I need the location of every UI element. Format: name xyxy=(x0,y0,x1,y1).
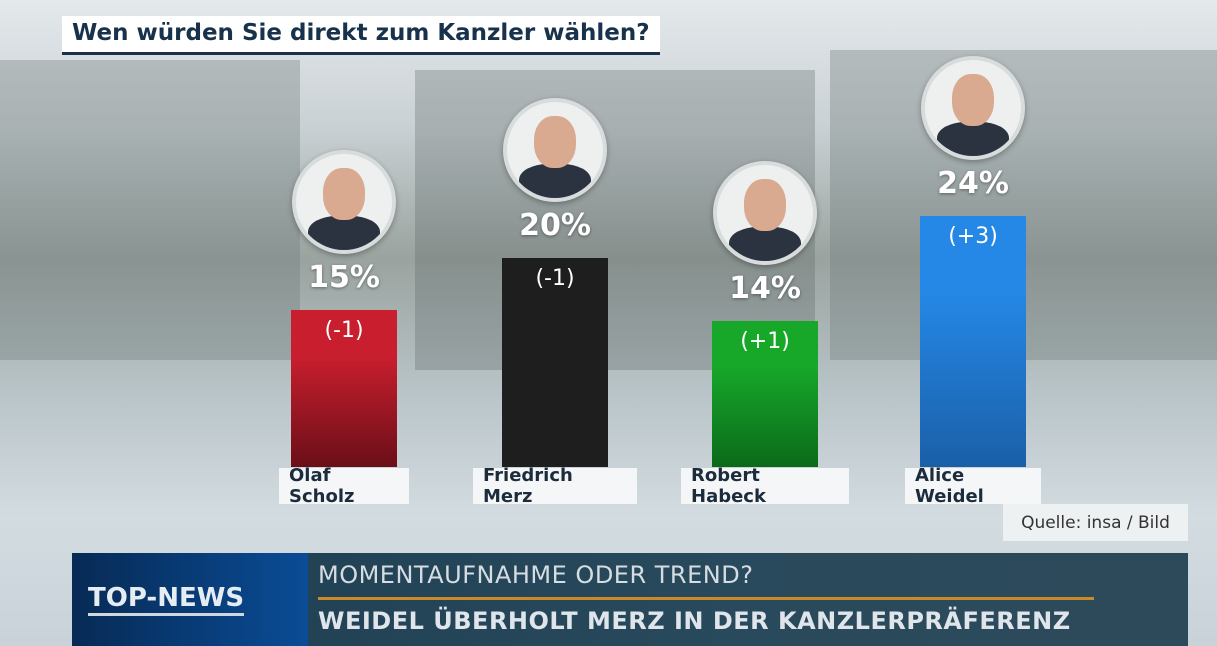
banner-headline-2: WEIDEL ÜBERHOLT MERZ IN DER KANZLERPRÄFE… xyxy=(318,607,1071,635)
source-label: Quelle: insa / Bild xyxy=(1003,504,1188,541)
change-label: (-1) xyxy=(535,266,575,291)
candidate-photo xyxy=(713,160,817,265)
suit xyxy=(729,226,801,261)
face xyxy=(534,116,576,168)
top-news-tag: TOP-NEWS xyxy=(72,553,308,646)
value-label: 14% xyxy=(729,270,801,306)
value-label: 20% xyxy=(519,208,591,243)
top-news-label: TOP-NEWS xyxy=(88,583,245,616)
suit xyxy=(519,164,591,198)
suit xyxy=(937,122,1009,157)
candidate-name: Alice Weidel xyxy=(905,465,1041,507)
change-label: (+3) xyxy=(948,224,998,250)
candidate-photo xyxy=(292,150,396,255)
face xyxy=(323,168,365,221)
news-banner: TOP-NEWS MOMENTAUFNAHME ODER TREND? WEID… xyxy=(72,553,1188,646)
chart-title: Wen würden Sie direkt zum Kanzler wählen… xyxy=(62,16,660,55)
change-label: (+1) xyxy=(740,328,790,354)
bar-2: (+1) xyxy=(712,320,818,467)
candidate-photo xyxy=(503,98,607,202)
candidate-name: Friedrich Merz xyxy=(473,465,637,507)
bar-0: (-1) xyxy=(291,310,397,467)
banner-headline-1: MOMENTAUFNAHME ODER TREND? xyxy=(318,561,754,589)
candidate-name: Olaf Scholz xyxy=(279,465,409,507)
candidate-name: Robert Habeck xyxy=(681,465,849,507)
candidate-photo xyxy=(921,56,1025,161)
bar-3: (+3) xyxy=(920,216,1026,467)
value-label: 15% xyxy=(308,260,380,296)
suit xyxy=(308,216,380,251)
value-label: 24% xyxy=(937,166,1009,202)
face xyxy=(744,178,786,231)
face xyxy=(952,74,994,127)
banner-divider xyxy=(318,597,1094,600)
change-label: (-1) xyxy=(324,318,364,344)
bar-1: (-1) xyxy=(502,258,608,467)
